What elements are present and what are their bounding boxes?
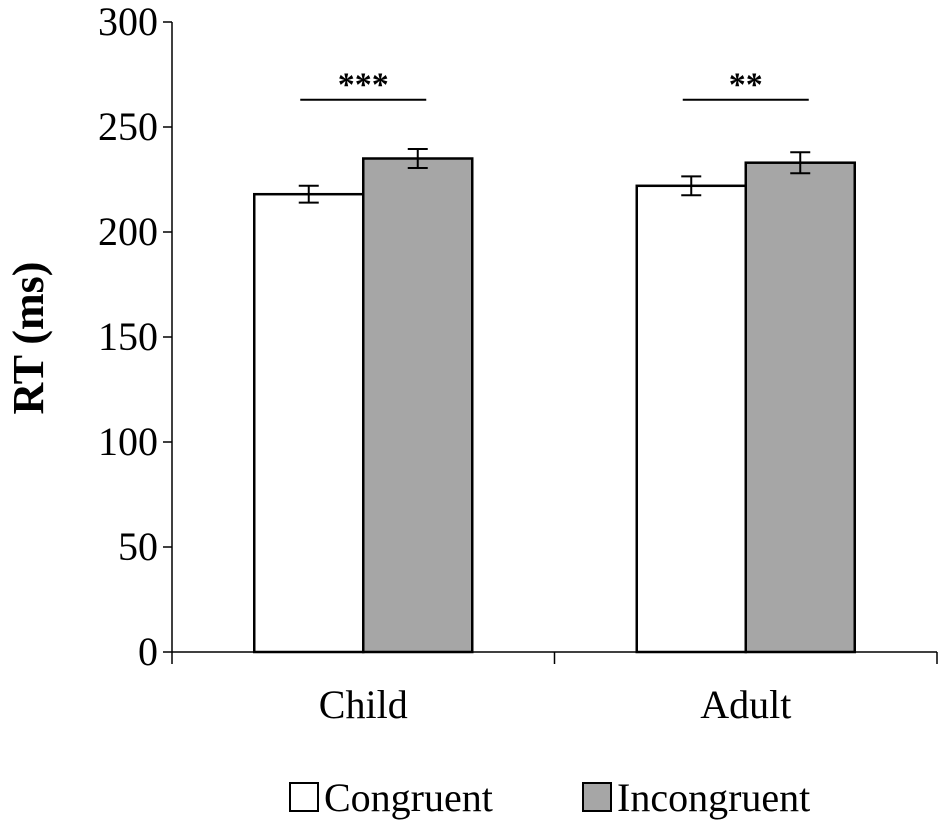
- error-bar: [790, 151, 811, 175]
- y-tick-label: 200: [98, 209, 158, 254]
- y-tick-label: 250: [98, 104, 158, 149]
- legend-label: Congruent: [324, 775, 493, 820]
- y-axis-label: RT (ms): [4, 262, 53, 415]
- significance-label: **: [729, 67, 763, 104]
- error-bar: [298, 184, 319, 204]
- error-bar: [407, 148, 428, 169]
- legend-label: Incongruent: [617, 775, 810, 820]
- y-axis: 0 50 100 150 200 250 300: [98, 0, 173, 674]
- bar-incongruent-child: [362, 157, 474, 654]
- bar-incongruent-adult: [744, 161, 856, 654]
- legend-swatch: [289, 782, 319, 812]
- y-tick-label: 300: [98, 0, 158, 44]
- legend: Congruent Incongruent: [289, 775, 810, 820]
- bar-congruent-adult: [635, 184, 747, 654]
- y-tick-label: 50: [118, 524, 158, 569]
- bar-congruent-child: [253, 192, 365, 654]
- x-tick-label: Adult: [700, 682, 791, 727]
- bars: [253, 148, 856, 654]
- significance-label: ***: [338, 67, 389, 104]
- legend-item-incongruent: Incongruent: [582, 775, 810, 820]
- legend-item-congruent: Congruent: [289, 775, 493, 820]
- y-tick-label: 100: [98, 419, 158, 464]
- legend-swatch: [582, 782, 612, 812]
- x-axis: Child Adult: [171, 651, 938, 727]
- y-tick-label: 0: [138, 629, 158, 674]
- significance-annotations: *** **: [300, 67, 809, 104]
- error-bar: [681, 175, 702, 197]
- x-tick-label: Child: [319, 682, 408, 727]
- y-tick-label: 150: [98, 314, 158, 359]
